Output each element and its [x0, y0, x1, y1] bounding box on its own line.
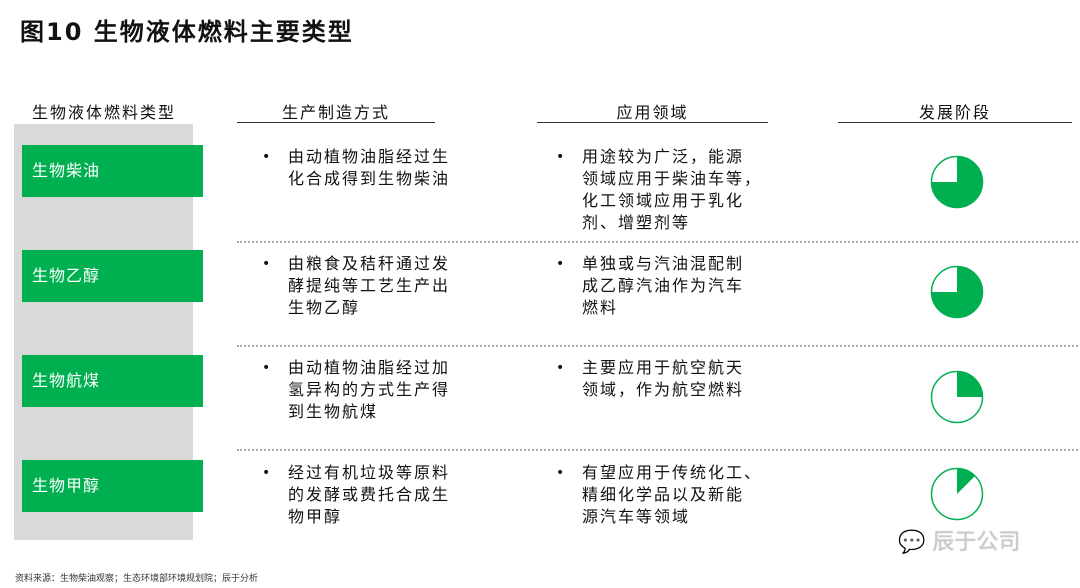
- header-application: 应用领域: [616, 103, 689, 122]
- production-text-line: 化合成得到生物柴油: [288, 169, 451, 188]
- production-text-line: 由动植物油脂经过生: [288, 147, 451, 166]
- production-text-line: 的发酵或费托合成生: [288, 485, 451, 504]
- watermark: 💬 辰于公司: [898, 524, 1020, 556]
- application-text-line: 剂、增塑剂等: [582, 213, 691, 232]
- production-text-line: 氢异构的方式生产得: [288, 380, 451, 399]
- type-label-box: 生物航煤: [22, 355, 203, 407]
- bullet: •: [556, 149, 565, 165]
- bullet: •: [556, 256, 565, 272]
- application-text-line: 单独或与汽油混配制: [582, 254, 745, 273]
- figure-title: 图10 生物液体燃料主要类型: [20, 18, 354, 46]
- watermark-text: 辰于公司: [932, 530, 1021, 555]
- application-text-line: 源汽车等领域: [582, 507, 691, 526]
- type-label-box: 生物柴油: [22, 145, 203, 197]
- stage-pie-icon: [930, 265, 984, 319]
- bullet: •: [262, 256, 271, 272]
- application-text-line: 精细化学品以及新能: [582, 485, 745, 504]
- bullet: •: [262, 360, 271, 376]
- row-divider: [237, 449, 1078, 451]
- pie-fill: [931, 266, 983, 318]
- application-text-line: 成乙醇汽油作为汽车: [582, 276, 745, 295]
- pie-fill: [957, 468, 976, 494]
- bullet: •: [556, 360, 565, 376]
- stage-pie-icon: [930, 370, 984, 424]
- application-text-line: 化工领域应用于乳化: [582, 191, 745, 210]
- header-stage: 发展阶段: [918, 103, 991, 122]
- header-underline: [838, 122, 1072, 123]
- stage-pie-icon: [930, 155, 984, 209]
- production-text-line: 到生物航煤: [288, 402, 379, 421]
- production-text-line: 物甲醇: [288, 507, 343, 526]
- header-type: 生物液体燃料类型: [31, 103, 176, 122]
- application-text-line: 领域应用于柴油车等，: [582, 169, 763, 188]
- production-text-line: 由粮食及秸秆通过发: [288, 254, 451, 273]
- stage-pie-icon: [930, 467, 984, 521]
- production-text-line: 酵提纯等工艺生产出: [288, 276, 451, 295]
- pie-fill: [931, 156, 983, 208]
- header-production: 生产制造方式: [281, 103, 390, 122]
- header-underline: [237, 122, 435, 123]
- production-text-line: 由动植物油脂经过加: [288, 358, 451, 377]
- application-text-line: 燃料: [582, 298, 619, 317]
- production-text-line: 经过有机垃圾等原料: [288, 463, 451, 482]
- application-text-line: 领域，作为航空燃料: [582, 380, 745, 399]
- source-note: 资料来源：生物柴油观察；生态环境部环境规划院；辰于分析: [15, 574, 259, 584]
- bullet: •: [262, 465, 271, 481]
- production-text-line: 生物乙醇: [288, 298, 361, 317]
- application-text-line: 用途较为广泛，能源: [582, 147, 745, 166]
- type-label-box: 生物乙醇: [22, 250, 203, 302]
- pie-fill: [957, 371, 983, 397]
- application-text-line: 主要应用于航空航天: [582, 358, 745, 377]
- header-underline: [537, 122, 768, 123]
- row-divider: [237, 241, 1078, 243]
- type-label-box: 生物甲醇: [22, 460, 203, 512]
- bullet: •: [262, 149, 271, 165]
- application-text-line: 有望应用于传统化工、: [582, 463, 763, 482]
- bullet: •: [556, 465, 565, 481]
- row-divider: [237, 345, 1078, 347]
- wechat-icon: 💬: [898, 530, 926, 555]
